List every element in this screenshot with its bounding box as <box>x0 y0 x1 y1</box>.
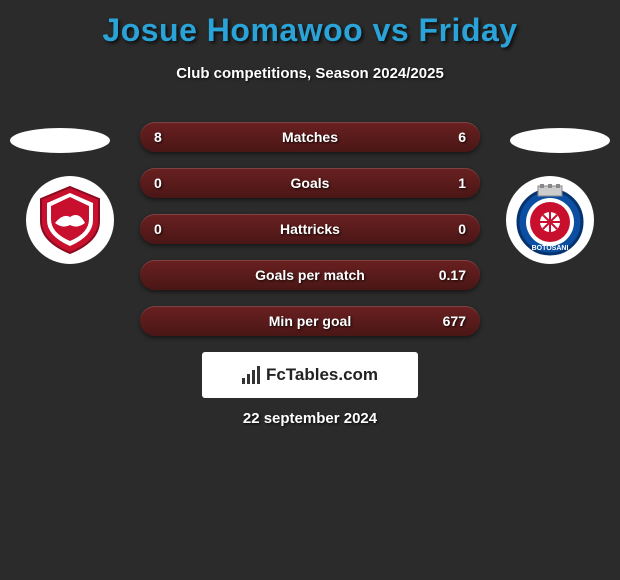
stat-row-matches: 8 Matches 6 <box>140 122 480 152</box>
stat-label: Goals per match <box>140 267 480 283</box>
bar-chart-icon <box>242 366 260 384</box>
svg-text:BOTOSANI: BOTOSANI <box>532 245 569 252</box>
stat-row-hattricks: 0 Hattricks 0 <box>140 214 480 244</box>
botosani-logo-icon: BOTOSANI <box>512 182 588 258</box>
page-title: Josue Homawoo vs Friday <box>0 0 620 49</box>
stat-row-goals: 0 Goals 1 <box>140 168 480 198</box>
stats-container: 8 Matches 6 0 Goals 1 0 Hattricks 0 Goal… <box>140 122 480 352</box>
stat-row-goals-per-match: Goals per match 0.17 <box>140 260 480 290</box>
stat-label: Min per goal <box>140 313 480 329</box>
dinamo-logo-icon: DINAMO <box>33 183 107 257</box>
footer-brand-text: FcTables.com <box>266 365 378 385</box>
player-avatar-left <box>10 128 110 153</box>
club-badge-left: DINAMO <box>26 176 114 264</box>
svg-text:DINAMO: DINAMO <box>58 203 83 209</box>
subtitle: Club competitions, Season 2024/2025 <box>0 65 620 82</box>
stat-label: Goals <box>140 175 480 191</box>
stat-label: Matches <box>140 129 480 145</box>
stat-row-min-per-goal: Min per goal 677 <box>140 306 480 336</box>
date-text: 22 september 2024 <box>0 410 620 427</box>
club-badge-right: BOTOSANI <box>506 176 594 264</box>
stat-label: Hattricks <box>140 221 480 237</box>
footer-brand: FcTables.com <box>202 352 418 398</box>
player-avatar-right <box>510 128 610 153</box>
